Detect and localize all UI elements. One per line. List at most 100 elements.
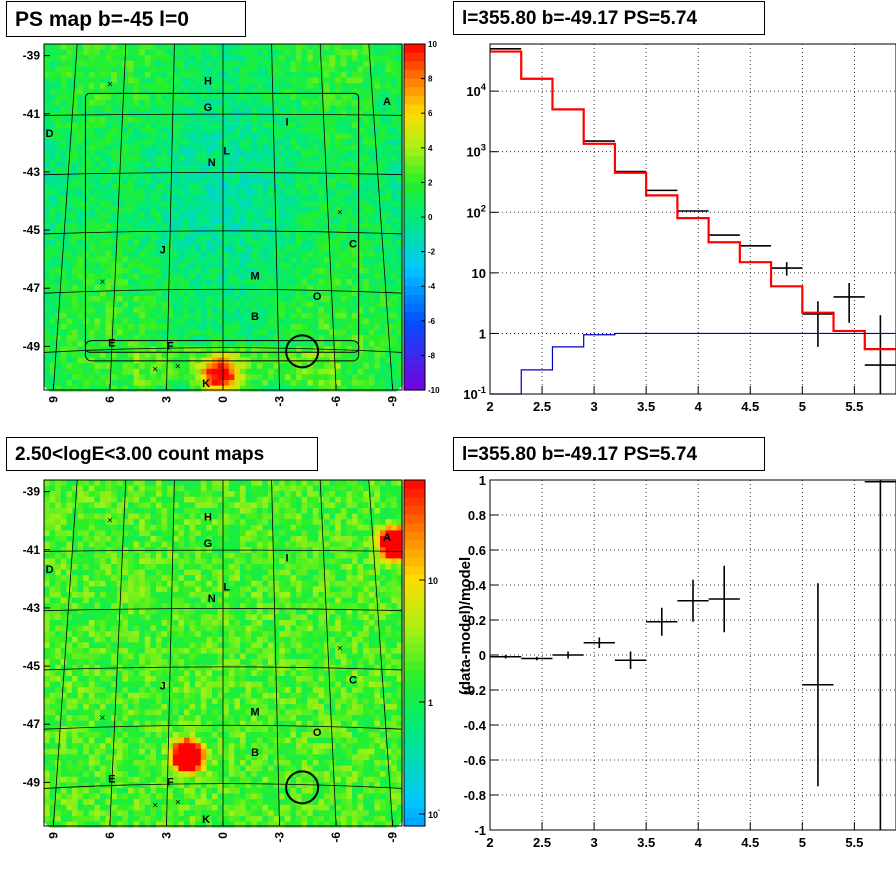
- source-label: F: [167, 340, 174, 352]
- colorbar-swatch: [404, 225, 425, 235]
- roi-strip: [84, 340, 360, 362]
- colorbar-swatch: [404, 765, 425, 775]
- spectrum-x-tick-label: 5: [799, 399, 806, 414]
- map-y-tick-label: -45: [23, 659, 41, 673]
- residual-y-tick-label: -0.2: [464, 683, 486, 698]
- count-map-colorbar: 10 1 10-1: [403, 479, 440, 827]
- residual-y-tick-label: -0.6: [464, 753, 486, 768]
- colorbar-tick-label: -4: [428, 282, 436, 291]
- count-map-heat-layer: [42, 480, 404, 828]
- colorbar-tick-label: 10-1: [428, 807, 440, 820]
- source-label: E: [108, 337, 115, 349]
- background-step-line: [490, 332, 896, 395]
- colorbar-swatch: [404, 800, 425, 810]
- map-y-tick-label: -39: [23, 49, 41, 63]
- spectrum-y-tick-label: 103: [466, 143, 486, 160]
- colorbar-swatch: [404, 277, 425, 287]
- colorbar-swatch: [404, 294, 425, 305]
- spectrum-y-tick-label: 104: [466, 82, 486, 99]
- colorbar-swatch: [404, 381, 425, 391]
- colorbar-swatch: [404, 704, 425, 715]
- count-map-markers: H G I LN D A C J M O B E F K × × × × ×: [46, 512, 391, 826]
- colorbar-swatch: [404, 609, 425, 619]
- residual-series: [490, 480, 896, 830]
- colorbar-swatch: [404, 523, 425, 533]
- source-label: J: [160, 680, 166, 692]
- colorbar-swatch: [404, 661, 425, 671]
- spectrum-frame: [489, 43, 896, 395]
- colorbar-swatch: [404, 635, 425, 645]
- map-y-tick-label: -41: [23, 107, 41, 121]
- colorbar-swatch: [404, 592, 425, 602]
- colorbar-swatch: [404, 531, 425, 542]
- colorbar-swatch: [404, 320, 425, 330]
- colorbar-swatch: [404, 95, 425, 106]
- colorbar-swatch: [404, 303, 425, 313]
- colorbar-swatch: [404, 782, 425, 792]
- colorbar-swatch: [404, 678, 425, 689]
- source-label: A: [383, 532, 391, 544]
- longitude-line: [166, 479, 175, 827]
- residual-x-tick-label: 5: [799, 835, 806, 850]
- map-x-tick-label: 9: [46, 396, 60, 403]
- colorbar-swatch: [404, 87, 425, 97]
- map-x-tick-label: 9: [46, 832, 60, 839]
- colorbar-swatch: [404, 653, 425, 663]
- colorbar-swatch: [404, 346, 425, 356]
- longitude-line: [53, 43, 78, 391]
- colorbar-swatch: [404, 52, 425, 62]
- colorbar-swatch: [404, 251, 425, 261]
- spectrum-x-tick-label: 5.5: [845, 399, 863, 414]
- colorbar-swatch: [404, 312, 425, 322]
- x-marker: ×: [107, 515, 113, 526]
- colorbar-swatch: [404, 696, 425, 706]
- source-label: L: [223, 581, 230, 593]
- panel-title-residual: l=355.80 b=-49.17 PS=5.74: [453, 437, 765, 471]
- colorbar-swatch: [404, 268, 425, 279]
- colorbar-swatch: [404, 78, 425, 88]
- colorbar-swatch: [404, 791, 425, 801]
- longitude-line: [109, 43, 127, 391]
- ps-map-colorbar: 10 8 6 4 2 0 -2 -4 -6 -8 -10: [403, 40, 440, 395]
- longitude-line: [319, 479, 337, 827]
- spectrum-x-tick-label: 2: [486, 399, 493, 414]
- longitude-line: [368, 479, 393, 827]
- model-step-line: [490, 50, 896, 351]
- residual-y-axis-label: (data-model)/model: [457, 557, 474, 695]
- source-label: G: [204, 102, 213, 114]
- ps-map-markers: H G I LN D A C J M O B E F K × × × × ×: [46, 76, 391, 390]
- source-label: L: [223, 145, 230, 157]
- colorbar-tick-label: 1: [428, 698, 433, 708]
- source-label: B: [251, 311, 259, 323]
- longitude-line: [271, 43, 280, 391]
- colorbar-tick-label: -10: [428, 386, 440, 395]
- colorbar-swatch: [404, 217, 425, 227]
- x-marker: ×: [152, 364, 158, 375]
- spectrum-x-tick-label: 2.5: [533, 399, 551, 414]
- map-y-tick-label: -43: [23, 601, 41, 615]
- map-x-tick-label: -9: [386, 396, 400, 407]
- colorbar-swatch: [404, 139, 425, 149]
- colorbar-tick-label: 6: [428, 109, 433, 118]
- colorbar-tick-label: 10: [428, 40, 437, 49]
- map-y-tick-label: -49: [23, 339, 41, 353]
- spectrum-chart: 2 2.5 3 3.5 4 4.5 5 5.5 10-1 1 10 102 103 104: [463, 43, 896, 414]
- map-x-tick-label: 0: [216, 396, 230, 403]
- residual-grid: [490, 480, 896, 830]
- source-label: C: [349, 239, 357, 251]
- ps-map-grid: [43, 43, 403, 391]
- x-marker: ×: [175, 361, 181, 372]
- colorbar-swatch: [404, 355, 425, 365]
- colorbar-swatch: [404, 156, 425, 166]
- target-circle: [285, 334, 320, 369]
- colorbar-swatch: [404, 514, 425, 524]
- source-label: O: [313, 291, 322, 303]
- colorbar-swatch: [404, 130, 425, 140]
- source-label: F: [167, 776, 174, 788]
- panel-title-count-map: 2.50<logE<3.00 count maps: [6, 437, 318, 471]
- colorbar-tick-label: 4: [428, 144, 433, 153]
- x-marker: ×: [99, 713, 105, 724]
- x-marker: ×: [175, 797, 181, 808]
- residual-y-tick-label: 0.4: [468, 578, 487, 593]
